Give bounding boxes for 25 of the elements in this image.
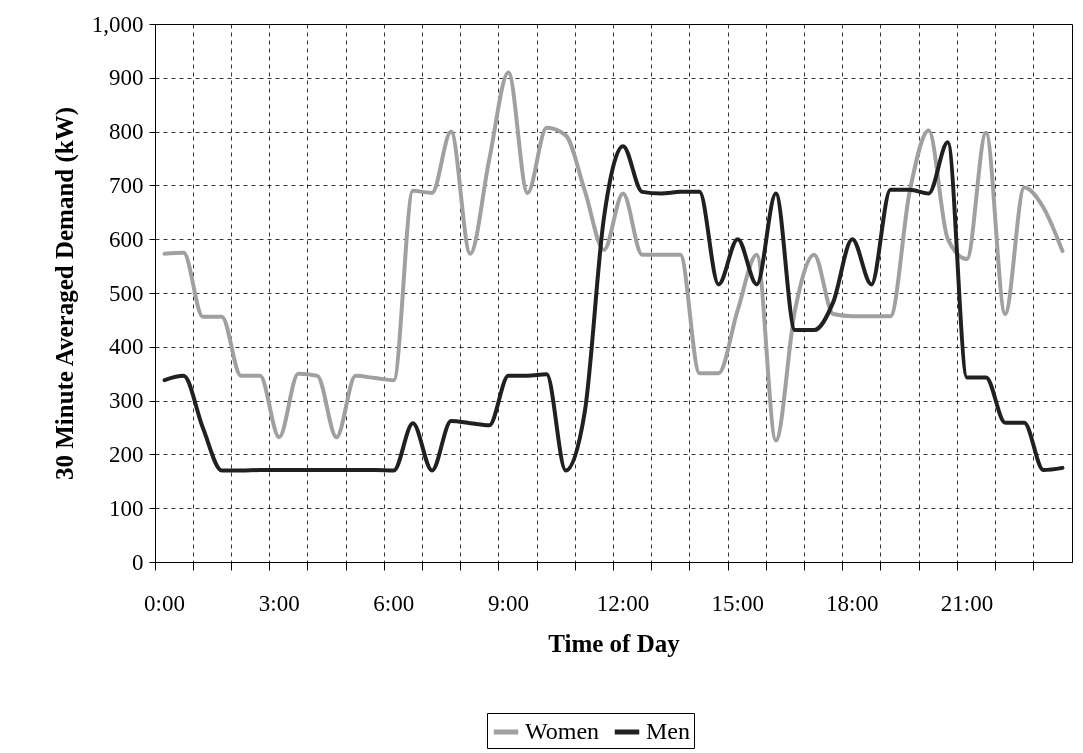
y-tick-label: 100 (109, 495, 144, 521)
y-tick-label: 300 (109, 388, 144, 414)
line-series (162, 70, 1065, 443)
y-tick-label: 800 (109, 119, 144, 145)
x-tick-label: 18:00 (826, 590, 879, 616)
y-tick-label: 400 (109, 334, 144, 360)
x-tick-label: 15:00 (711, 590, 764, 616)
y-axis-title: 30 Minute Averaged Demand (kW) (50, 106, 79, 481)
legend-label: Men (646, 718, 690, 744)
x-tick-label: 6:00 (373, 590, 415, 616)
x-tick-label: 3:00 (258, 590, 300, 616)
x-tick-label: 21:00 (940, 590, 994, 616)
x-tick-label: 12:00 (596, 590, 650, 616)
y-tick-label: 700 (109, 172, 144, 198)
y-tick-label: 900 (109, 65, 144, 91)
x-tick-label: 9:00 (487, 590, 529, 616)
y-tick-label: 200 (109, 441, 144, 467)
x-axis-title: Time of Day (548, 629, 681, 657)
line-series (162, 140, 1065, 473)
y-tick-label: 600 (109, 226, 144, 252)
x-tick-label: 0:00 (144, 590, 185, 616)
legend-label: Women (525, 718, 600, 744)
y-tick-label: 0 (132, 549, 144, 575)
y-tick-label: 500 (109, 280, 144, 306)
y-tick-label: 1,000 (91, 11, 144, 37)
